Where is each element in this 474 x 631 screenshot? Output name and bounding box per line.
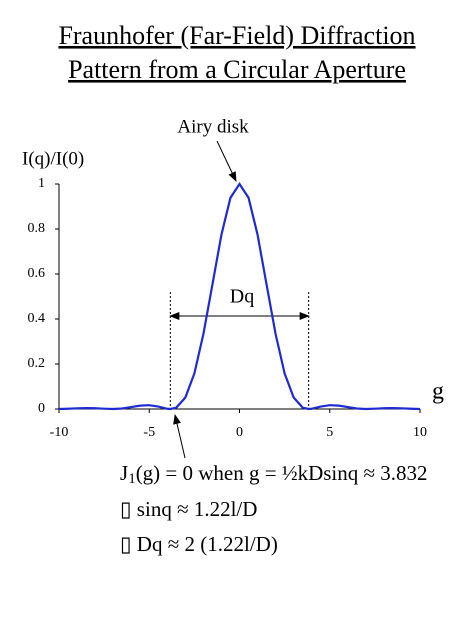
y-tick-label: 0.2 <box>28 356 46 371</box>
x-tick-label: 10 <box>413 425 427 440</box>
x-axis-label: g <box>432 379 444 405</box>
y-axis-label: I(q)/I(0) <box>22 148 84 169</box>
width-annotation: Dq <box>230 286 254 308</box>
x-tick-label: -10 <box>50 425 69 440</box>
note-part: (g) = 0 when g = ½kDsinq ≈ 3.832 <box>136 461 428 485</box>
y-tick-label: 0.8 <box>28 221 46 236</box>
y-tick-label: 0.6 <box>28 266 46 281</box>
x-tick-label: 0 <box>236 425 243 440</box>
curve <box>58 181 421 411</box>
note-part: J <box>120 461 128 485</box>
arrow <box>173 414 186 459</box>
peak-annotation: Airy disk <box>177 116 249 137</box>
arrow <box>216 140 237 182</box>
note: ▯ Dq ≈ 2 (1.22l/D) <box>120 532 278 556</box>
title-line: Pattern from a Circular Aperture <box>68 55 406 84</box>
note: J1(g) = 0 when g = ½kDsinq ≈ 3.832 <box>120 461 428 488</box>
y-tick-label: 0 <box>38 401 45 416</box>
x-tick-label: 5 <box>326 425 333 440</box>
title-line: Fraunhofer (Far-Field) Diffraction <box>58 21 415 50</box>
y-tick-label: 0.4 <box>28 311 46 326</box>
x-tick-label: -5 <box>143 425 155 440</box>
note: ▯ sinq ≈ 1.22l/D <box>120 497 257 521</box>
note-part: 1 <box>128 471 136 487</box>
y-tick-label: 1 <box>38 176 45 191</box>
